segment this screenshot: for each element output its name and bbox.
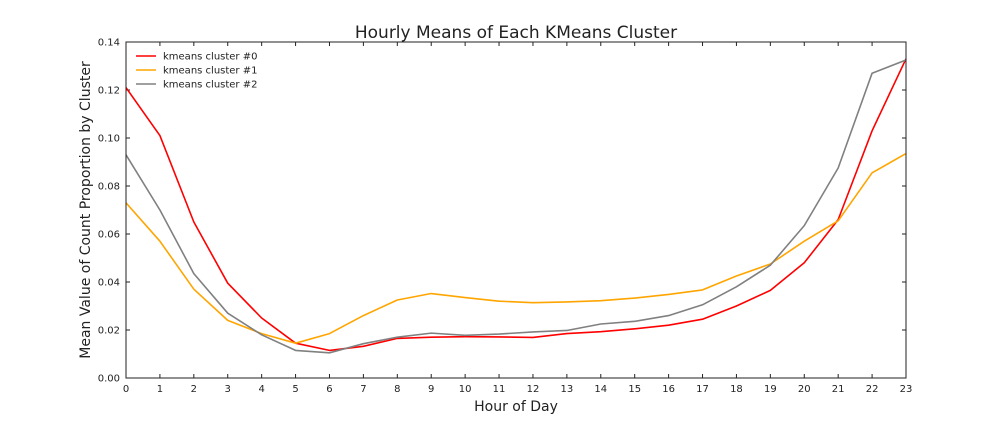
x-tick-label: 0 <box>123 384 129 395</box>
legend-label-cluster-1: kmeans cluster #1 <box>163 66 257 77</box>
x-tick-label: 9 <box>428 384 434 395</box>
x-tick-label: 16 <box>662 384 675 395</box>
y-tick-label: 0.00 <box>98 374 120 385</box>
chart-title: Hourly Means of Each KMeans Cluster <box>355 23 677 43</box>
series-layer <box>125 58 907 354</box>
x-tick-label: 20 <box>798 384 811 395</box>
legend: kmeans cluster #0 kmeans cluster #1 kmeans… <box>136 52 257 91</box>
series-line-cluster-1 <box>125 152 907 345</box>
x-tick-label: 3 <box>225 384 231 395</box>
y-tick-label: 0.12 <box>98 86 120 97</box>
y-tick-label: 0.08 <box>98 182 120 193</box>
legend-label-cluster-2: kmeans cluster #2 <box>163 80 257 91</box>
legend-label-cluster-0: kmeans cluster #0 <box>163 52 257 63</box>
x-tick-label: 5 <box>292 384 298 395</box>
y-tick-label: 0.14 <box>98 38 120 49</box>
y-tick-label: 0.04 <box>98 278 120 289</box>
y-tick-label: 0.02 <box>98 326 120 337</box>
x-tick-label: 17 <box>696 384 709 395</box>
y-axis-title: Mean Value of Count Proportion by Cluste… <box>78 61 94 359</box>
x-tick-label: 4 <box>258 384 264 395</box>
x-tick-label: 23 <box>900 384 913 395</box>
plot-frame <box>125 41 907 379</box>
y-tick-label: 0.06 <box>98 230 120 241</box>
x-tick-label: 8 <box>394 384 400 395</box>
x-axis-ticks: 0 1 2 3 4 5 6 7 8 9 10 11 12 13 14 15 16 17 18 19 20 21 22 23 <box>123 42 913 395</box>
x-tick-label: 6 <box>326 384 332 395</box>
x-tick-label: 13 <box>561 384 574 395</box>
series-line-cluster-2 <box>125 59 907 354</box>
x-tick-label: 18 <box>730 384 743 395</box>
series-line-cluster-0 <box>125 58 907 352</box>
y-tick-label: 0.10 <box>98 134 120 145</box>
x-tick-label: 2 <box>191 384 197 395</box>
x-tick-label: 11 <box>493 384 506 395</box>
x-tick-label: 19 <box>764 384 777 395</box>
x-tick-label: 12 <box>527 384 540 395</box>
x-tick-label: 22 <box>866 384 879 395</box>
x-tick-label: 7 <box>360 384 366 395</box>
x-tick-label: 15 <box>628 384 641 395</box>
x-tick-label: 14 <box>594 384 607 395</box>
x-tick-label: 21 <box>832 384 845 395</box>
x-axis-title: Hour of Day <box>474 399 558 415</box>
x-tick-label: 10 <box>459 384 472 395</box>
x-tick-label: 1 <box>157 384 163 395</box>
y-axis-ticks: 0.00 0.02 0.04 0.06 0.08 0.10 0.12 0.14 <box>98 38 906 385</box>
